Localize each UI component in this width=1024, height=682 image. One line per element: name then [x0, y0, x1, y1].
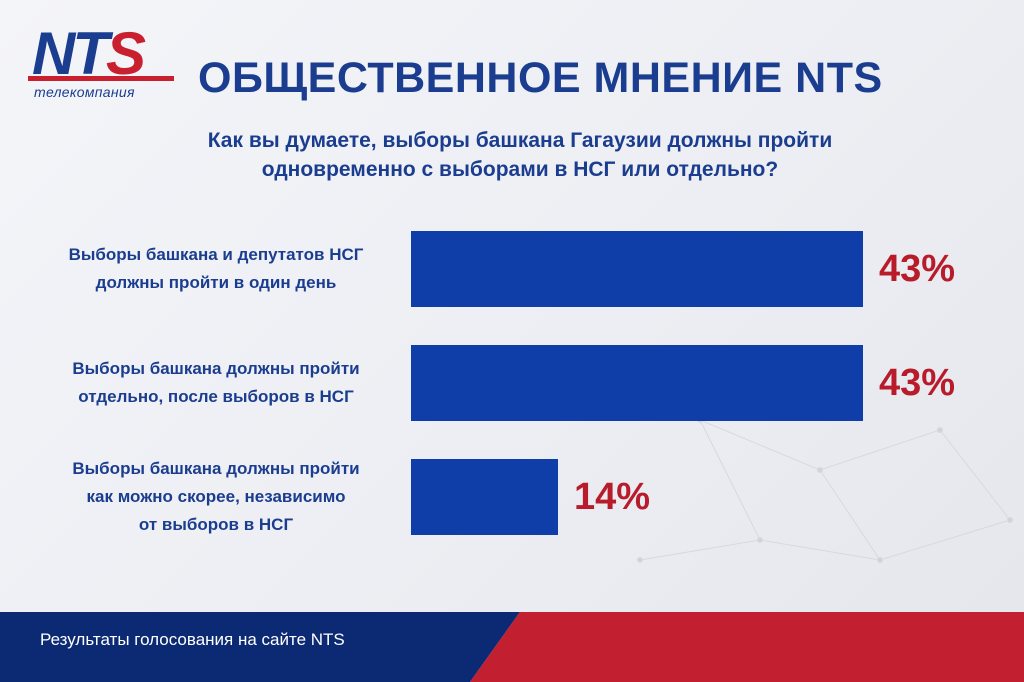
- value-label: 14%: [574, 476, 651, 518]
- category-label-line: должны пройти в один день: [95, 273, 337, 292]
- category-label-line: как можно скорее, независимо: [86, 487, 346, 506]
- category-label-line: Выборы башкана и депутатов НСГ: [68, 245, 364, 264]
- question-line: одновременно с выборами в НСГ или отдель…: [261, 158, 779, 181]
- category-label-line: от выборов в НСГ: [138, 515, 294, 534]
- question-line: Как вы думаете, выборы башкана Гагаузии …: [207, 129, 833, 152]
- category-label: Выборы башкана и депутатов НСГ должны про…: [56, 241, 376, 297]
- category-label-line: Выборы башкана должны пройти: [72, 359, 360, 378]
- nts-logo: NTS телекомпания: [28, 20, 178, 100]
- category-label: Выборы башкана должны пройти отдельно, по…: [56, 355, 376, 411]
- bar: [411, 345, 863, 421]
- footer-caption: Результаты голосования на сайте NTS: [40, 630, 345, 649]
- logo-subtitle: телекомпания: [34, 84, 135, 100]
- bar: [411, 231, 863, 307]
- value-label: 43%: [879, 362, 956, 404]
- category-label-line: отдельно, после выборов в НСГ: [78, 387, 354, 406]
- logo-wordmark: NTS: [32, 20, 146, 87]
- category-label: Выборы башкана должны пройти как можно ск…: [56, 455, 376, 539]
- page-title: ОБЩЕСТВЕННОЕ МНЕНИЕ NTS: [198, 54, 883, 102]
- logo-red-stripe: [28, 76, 174, 81]
- value-label: 43%: [879, 248, 956, 290]
- category-label-line: Выборы башкана должны пройти: [72, 459, 360, 478]
- question-text: Как вы думаете, выборы башкана Гагаузии …: [140, 126, 900, 184]
- bar: [411, 459, 558, 535]
- footer-band: [0, 612, 1024, 682]
